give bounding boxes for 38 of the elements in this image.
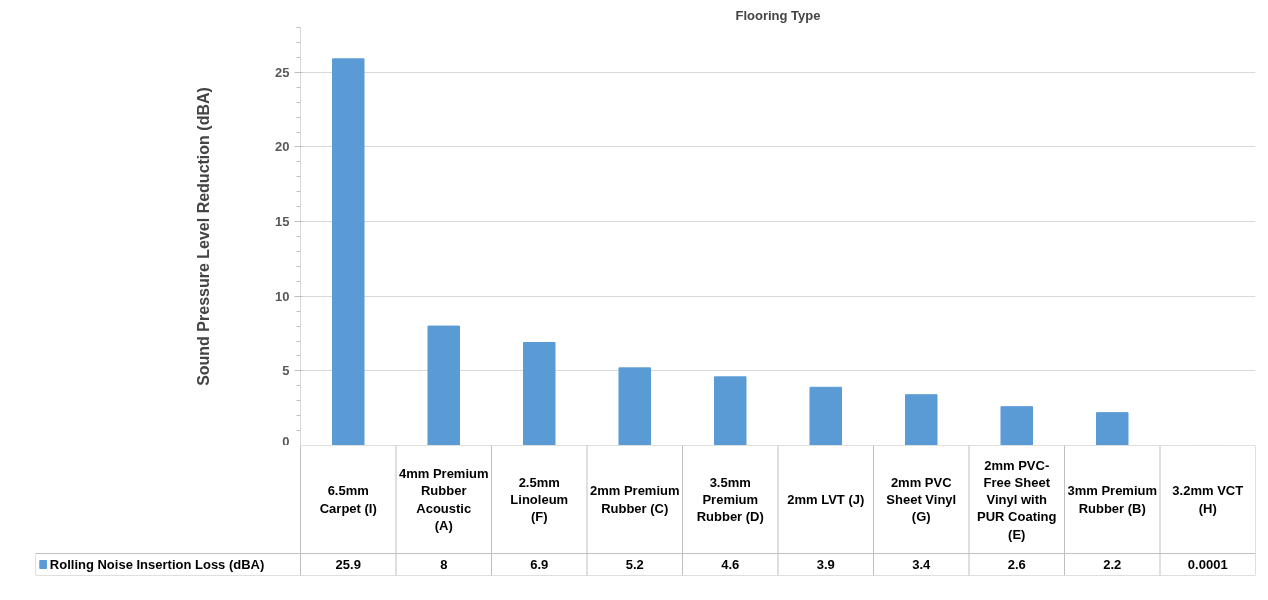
x-tick-label: 4mm Premium Rubber Acoustic (A) xyxy=(398,466,489,533)
x-tick-label: 3.5mm Premium Rubber (D) xyxy=(696,474,764,525)
y-tick-label: 0 xyxy=(282,433,290,449)
bar xyxy=(331,58,365,445)
y-tick-label: 15 xyxy=(275,214,290,230)
data-label: 3.9 xyxy=(816,557,835,572)
y-tick-label: 5 xyxy=(282,363,290,379)
y-axis-title: Sound Pressure Level Reduction (dBA) xyxy=(195,87,213,386)
bar xyxy=(522,341,556,445)
y-tick-label: 10 xyxy=(275,288,290,304)
bar xyxy=(618,367,652,445)
x-tick-label: 6.5mm Carpet (I) xyxy=(319,483,377,516)
data-label: 2.2 xyxy=(1103,557,1122,572)
y-tick-label: 20 xyxy=(275,139,290,155)
x-tick-label: 2.5mm Linoleum (F) xyxy=(510,474,569,525)
bar xyxy=(809,386,843,445)
bar xyxy=(1095,412,1129,445)
bar xyxy=(1000,406,1034,445)
x-tick-label: 2mm Premium Rubber (C) xyxy=(589,483,680,516)
data-label: 3.4 xyxy=(912,557,932,572)
x-tick-label: 3mm Premium Rubber (B) xyxy=(1067,483,1158,516)
x-tick-label: 2mm PVC-Free Sheet Vinyl with PUR Coating (E) xyxy=(977,457,1057,542)
x-tick-label: 2mm LVT (J) xyxy=(787,492,865,507)
data-label: 2.6 xyxy=(1007,557,1026,572)
bar xyxy=(713,376,747,445)
legend-label: Rolling Noise Insertion Loss (dBA) xyxy=(49,557,265,572)
data-label: 8 xyxy=(440,557,448,572)
bar xyxy=(427,325,461,445)
y-tick-label: 25 xyxy=(275,64,290,80)
x-tick-label: 2mm PVC Sheet Vinyl (G) xyxy=(886,474,957,525)
data-label: 5.2 xyxy=(625,557,644,572)
data-label: 25.9 xyxy=(335,557,361,572)
data-label: 0.0001 xyxy=(1187,557,1228,572)
chart-title: Flooring Type xyxy=(735,7,821,23)
data-label: 6.9 xyxy=(530,557,549,572)
data-label: 4.6 xyxy=(721,557,740,572)
x-tick-label: 3.2mm VCT (H) xyxy=(1172,483,1244,516)
bar xyxy=(904,394,938,445)
